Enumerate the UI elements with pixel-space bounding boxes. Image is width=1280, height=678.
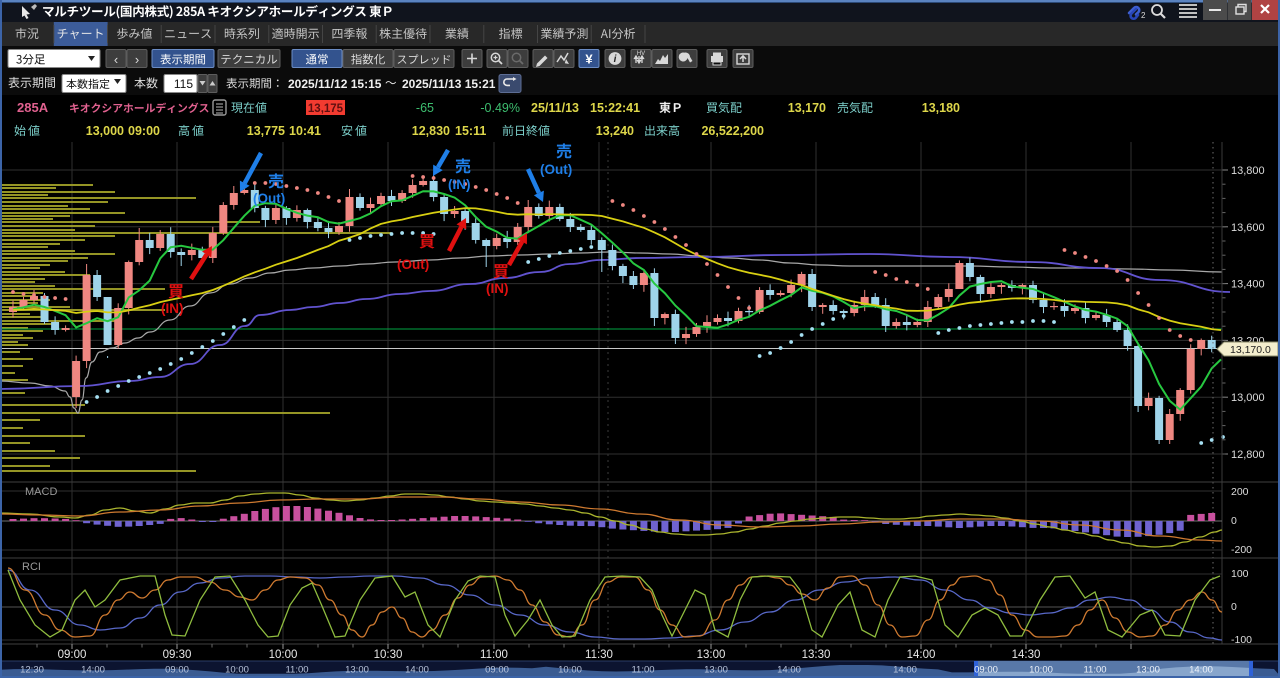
svg-text:(IN): (IN) [448, 177, 471, 192]
svg-text:13,775: 13,775 [247, 124, 285, 138]
svg-text:2025/11/12 15:15: 2025/11/12 15:15 [288, 77, 382, 91]
svg-text:2025/11/13 15:21: 2025/11/13 15:21 [402, 77, 496, 91]
svg-text:-65: -65 [416, 101, 434, 115]
svg-text:100: 100 [1231, 568, 1249, 580]
svg-text:-0.49%: -0.49% [480, 101, 520, 115]
svg-text:(IN): (IN) [161, 301, 184, 316]
svg-text:14:30: 14:30 [1012, 649, 1041, 661]
svg-text:i: i [614, 54, 617, 65]
svg-text:(IN): (IN) [486, 281, 509, 296]
svg-text:26,522,200: 26,522,200 [701, 124, 764, 138]
svg-text:HV: HV [637, 51, 645, 57]
svg-text:13:00: 13:00 [697, 649, 726, 661]
svg-text:10:30: 10:30 [374, 649, 403, 661]
svg-text:13,800: 13,800 [1231, 165, 1265, 177]
svg-text:10:00: 10:00 [225, 665, 249, 676]
svg-text:15:22:41: 15:22:41 [590, 101, 640, 115]
svg-text:13,400: 13,400 [1231, 279, 1265, 291]
svg-text:09:00: 09:00 [165, 665, 189, 676]
svg-text:09:00: 09:00 [58, 649, 87, 661]
svg-text:MACD: MACD [25, 486, 57, 498]
svg-text:11:00: 11:00 [631, 665, 654, 676]
svg-text:14:00: 14:00 [1189, 665, 1213, 676]
svg-text:13,170.0: 13,170.0 [1230, 344, 1271, 356]
svg-text:14:00: 14:00 [777, 665, 801, 676]
svg-text:13,600: 13,600 [1231, 222, 1265, 234]
svg-text:0: 0 [1231, 515, 1237, 527]
svg-text:10:00: 10:00 [1029, 665, 1053, 676]
svg-text:0: 0 [1231, 601, 1237, 613]
svg-text:14:00: 14:00 [81, 665, 105, 676]
svg-text:13,180: 13,180 [922, 101, 960, 115]
svg-text:-100: -100 [1231, 634, 1252, 646]
svg-text:13,240: 13,240 [596, 124, 634, 138]
svg-text:12,800: 12,800 [1231, 449, 1265, 461]
svg-text:11:00: 11:00 [480, 649, 508, 661]
svg-text:‹: ‹ [114, 52, 118, 67]
svg-text:(Out): (Out) [397, 257, 429, 272]
svg-text:-200: -200 [1231, 544, 1252, 556]
svg-text:115: 115 [174, 77, 193, 91]
svg-text:2: 2 [1141, 11, 1146, 20]
svg-text:13,000: 13,000 [86, 124, 124, 138]
svg-text:09:30: 09:30 [163, 649, 192, 661]
svg-text:25/11/13: 25/11/13 [531, 101, 579, 115]
svg-text:(Out): (Out) [253, 191, 285, 206]
svg-text:10:00: 10:00 [269, 649, 298, 661]
svg-text:13,000: 13,000 [1231, 392, 1265, 404]
svg-text:13:00: 13:00 [345, 665, 369, 676]
svg-text:¥: ¥ [585, 52, 593, 67]
svg-text:RCI: RCI [22, 561, 41, 573]
svg-text:09:00: 09:00 [128, 124, 160, 138]
svg-text:13:00: 13:00 [1136, 665, 1160, 676]
svg-text:11:00: 11:00 [285, 665, 308, 676]
svg-text:10:41: 10:41 [289, 124, 321, 138]
svg-text:11:30: 11:30 [585, 649, 613, 661]
svg-text:09:00: 09:00 [485, 665, 509, 676]
svg-text:13,170: 13,170 [788, 101, 826, 115]
svg-text:13,175: 13,175 [308, 103, 344, 115]
svg-text:12,830: 12,830 [412, 124, 450, 138]
svg-text:13:30: 13:30 [802, 649, 831, 661]
svg-text:14:00: 14:00 [405, 665, 429, 676]
svg-text:12:30: 12:30 [20, 665, 44, 676]
svg-text:13:00: 13:00 [704, 665, 728, 676]
svg-text:14:00: 14:00 [893, 665, 917, 676]
svg-text:›: › [135, 52, 139, 67]
svg-text:200: 200 [1231, 486, 1249, 498]
svg-text:10:00: 10:00 [558, 665, 582, 676]
svg-text:14:00: 14:00 [907, 649, 936, 661]
svg-text:285A: 285A [17, 100, 49, 115]
svg-text:15:11: 15:11 [455, 124, 486, 138]
svg-text:09:00: 09:00 [974, 665, 998, 676]
svg-text:(Out): (Out) [540, 162, 572, 177]
svg-text:11:00: 11:00 [1083, 665, 1106, 676]
